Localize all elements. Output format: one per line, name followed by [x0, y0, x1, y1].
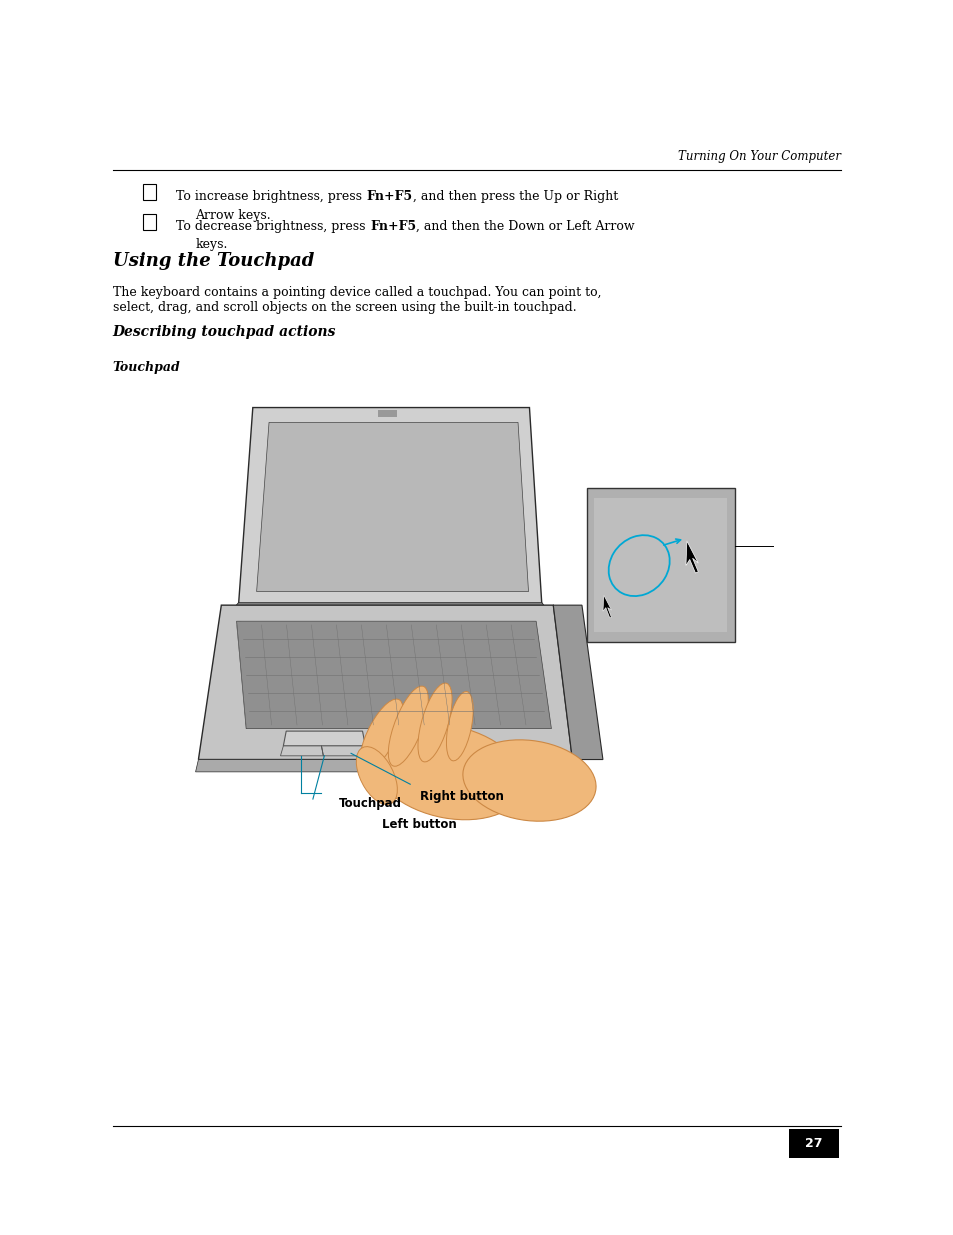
Text: To decrease brightness, press: To decrease brightness, press [176, 220, 370, 232]
Ellipse shape [373, 724, 523, 820]
Ellipse shape [417, 683, 452, 762]
Polygon shape [321, 746, 368, 756]
Ellipse shape [355, 747, 397, 804]
Bar [377, 410, 396, 417]
Bar [586, 488, 734, 642]
Polygon shape [553, 605, 602, 760]
Text: Touchpad: Touchpad [338, 797, 401, 810]
Polygon shape [280, 746, 323, 756]
Polygon shape [256, 422, 528, 592]
Text: select, drag, and scroll objects on the screen using the built-in touchpad.: select, drag, and scroll objects on the … [112, 301, 576, 314]
Polygon shape [685, 541, 698, 573]
Bar [143, 184, 155, 200]
Text: Fn+F5: Fn+F5 [366, 190, 413, 203]
Text: Using the Touchpad: Using the Touchpad [112, 252, 314, 269]
Text: Right button: Right button [419, 790, 503, 804]
Bar [788, 1129, 838, 1158]
Ellipse shape [359, 699, 403, 771]
Polygon shape [238, 408, 541, 605]
Polygon shape [195, 760, 581, 772]
Text: , and then the Down or Left Arrow: , and then the Down or Left Arrow [416, 220, 634, 232]
Text: , and then press the Up or Right: , and then press the Up or Right [413, 190, 618, 203]
Ellipse shape [446, 692, 473, 761]
Text: The keyboard contains a pointing device called a touchpad. You can point to,: The keyboard contains a pointing device … [112, 287, 600, 299]
Ellipse shape [388, 687, 428, 766]
Ellipse shape [462, 740, 596, 821]
Text: 27: 27 [804, 1137, 821, 1150]
Text: keys.: keys. [195, 238, 228, 251]
Polygon shape [231, 603, 548, 611]
Text: Touchpad: Touchpad [112, 361, 180, 373]
Text: Turning On Your Computer: Turning On Your Computer [678, 149, 841, 163]
Polygon shape [283, 731, 365, 746]
Text: Arrow keys.: Arrow keys. [195, 209, 271, 221]
Text: Left button: Left button [381, 818, 456, 831]
Bar [143, 214, 155, 230]
Text: To increase brightness, press: To increase brightness, press [176, 190, 366, 203]
Polygon shape [236, 621, 551, 729]
Text: Describing touchpad actions: Describing touchpad actions [112, 325, 335, 338]
Text: Fn+F5: Fn+F5 [370, 220, 416, 232]
Polygon shape [602, 595, 611, 618]
Polygon shape [198, 605, 572, 760]
Bar [594, 498, 726, 632]
